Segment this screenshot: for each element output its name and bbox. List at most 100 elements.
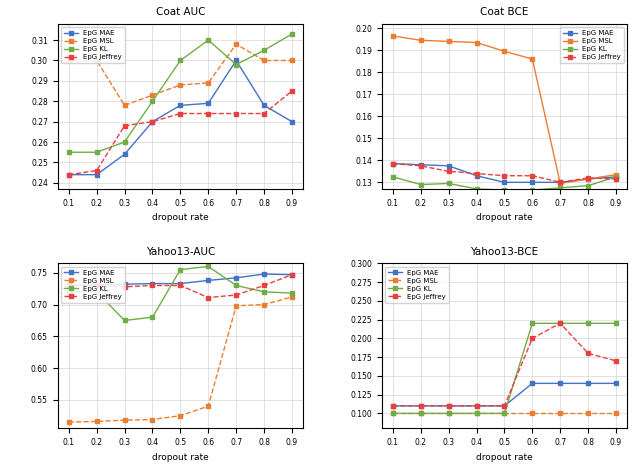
EpG KL <box>232 283 240 288</box>
Line: EpG MSL: EpG MSL <box>67 42 294 108</box>
EpG KL <box>121 317 129 323</box>
EpG Jeffrey <box>65 172 72 178</box>
EpG MAE <box>556 179 564 185</box>
EpG MSL <box>121 102 129 108</box>
EpG KL <box>389 410 397 416</box>
EpG KL <box>584 183 592 188</box>
Line: EpG MSL: EpG MSL <box>67 295 294 425</box>
EpG KL <box>389 174 397 179</box>
EpG MSL <box>417 410 424 416</box>
Line: EpG KL: EpG KL <box>390 174 618 192</box>
Legend: EpG MAE, EpG MSL, EpG KL, EpG Jeffrey: EpG MAE, EpG MSL, EpG KL, EpG Jeffrey <box>61 27 125 63</box>
EpG KL <box>445 410 452 416</box>
EpG MAE <box>500 179 508 185</box>
EpG MAE <box>445 163 452 169</box>
EpG Jeffrey <box>417 163 424 169</box>
EpG MAE <box>121 281 129 287</box>
Title: Yahoo13-AUC: Yahoo13-AUC <box>146 247 215 257</box>
Title: Yahoo13-BCE: Yahoo13-BCE <box>470 247 538 257</box>
EpG MSL <box>204 80 212 86</box>
EpG MAE <box>473 403 481 409</box>
Legend: EpG MAE, EpG MSL, EpG KL, EpG Jeffrey: EpG MAE, EpG MSL, EpG KL, EpG Jeffrey <box>385 267 449 303</box>
EpG Jeffrey <box>288 272 296 278</box>
Line: EpG KL: EpG KL <box>67 31 294 155</box>
EpG Jeffrey <box>445 403 452 409</box>
EpG MSL <box>204 403 212 409</box>
EpG MAE <box>556 380 564 386</box>
EpG Jeffrey <box>473 403 481 409</box>
EpG KL <box>204 37 212 43</box>
EpG Jeffrey <box>473 171 481 177</box>
EpG KL <box>556 185 564 191</box>
EpG Jeffrey <box>93 168 100 173</box>
EpG MSL <box>288 58 296 63</box>
EpG Jeffrey <box>288 88 296 94</box>
EpG MAE <box>612 380 620 386</box>
EpG MSL <box>389 33 397 39</box>
EpG MAE <box>260 102 268 108</box>
EpG KL <box>288 31 296 37</box>
EpG MSL <box>148 416 156 422</box>
EpG Jeffrey <box>500 173 508 178</box>
EpG KL <box>529 187 536 193</box>
Line: EpG MAE: EpG MAE <box>67 58 294 177</box>
X-axis label: dropout rate: dropout rate <box>152 213 209 222</box>
EpG MAE <box>232 275 240 281</box>
EpG MSL <box>288 294 296 300</box>
EpG MSL <box>556 410 564 416</box>
EpG MSL <box>121 417 129 423</box>
Line: EpG KL: EpG KL <box>67 264 294 323</box>
EpG MAE <box>473 173 481 178</box>
EpG Jeffrey <box>612 176 620 182</box>
EpG KL <box>93 289 100 295</box>
EpG Jeffrey <box>612 358 620 364</box>
EpG MAE <box>148 281 156 287</box>
EpG MSL <box>445 410 452 416</box>
EpG Jeffrey <box>529 173 536 178</box>
EpG MAE <box>177 281 184 287</box>
EpG MSL <box>500 410 508 416</box>
X-axis label: dropout rate: dropout rate <box>476 453 533 462</box>
Line: EpG Jeffrey: EpG Jeffrey <box>390 161 618 185</box>
EpG MAE <box>65 283 72 288</box>
EpG MSL <box>148 92 156 98</box>
EpG Jeffrey <box>556 320 564 326</box>
EpG MSL <box>473 410 481 416</box>
EpG Jeffrey <box>121 123 129 129</box>
EpG KL <box>148 314 156 320</box>
Title: Coat BCE: Coat BCE <box>480 8 529 18</box>
EpG KL <box>288 290 296 296</box>
EpG MAE <box>584 176 592 182</box>
EpG MSL <box>445 39 452 44</box>
Line: EpG Jeffrey: EpG Jeffrey <box>67 272 294 300</box>
EpG Jeffrey <box>260 110 268 116</box>
EpG MSL <box>65 58 72 63</box>
Line: EpG Jeffrey: EpG Jeffrey <box>67 89 294 177</box>
EpG MSL <box>65 419 72 425</box>
EpG MAE <box>121 151 129 157</box>
EpG MAE <box>529 179 536 185</box>
EpG MAE <box>529 380 536 386</box>
EpG KL <box>65 149 72 155</box>
EpG MSL <box>417 38 424 43</box>
EpG Jeffrey <box>556 179 564 185</box>
EpG KL <box>473 186 481 192</box>
Title: Coat AUC: Coat AUC <box>156 8 205 18</box>
EpG Jeffrey <box>204 295 212 300</box>
EpG Jeffrey <box>232 292 240 298</box>
EpG MAE <box>584 380 592 386</box>
Legend: EpG MAE, EpG MSL, EpG KL, EpG Jeffrey: EpG MAE, EpG MSL, EpG KL, EpG Jeffrey <box>61 267 125 303</box>
Legend: EpG MAE, EpG MSL, EpG KL, EpG Jeffrey: EpG MAE, EpG MSL, EpG KL, EpG Jeffrey <box>560 27 624 63</box>
EpG Jeffrey <box>417 403 424 409</box>
Line: EpG Jeffrey: EpG Jeffrey <box>390 321 618 408</box>
EpG Jeffrey <box>121 284 129 289</box>
EpG KL <box>121 139 129 145</box>
EpG MSL <box>529 410 536 416</box>
EpG Jeffrey <box>65 283 72 288</box>
EpG MAE <box>288 119 296 125</box>
EpG KL <box>445 180 452 186</box>
EpG MSL <box>260 58 268 63</box>
EpG KL <box>612 320 620 326</box>
EpG KL <box>417 182 424 188</box>
EpG MSL <box>584 410 592 416</box>
